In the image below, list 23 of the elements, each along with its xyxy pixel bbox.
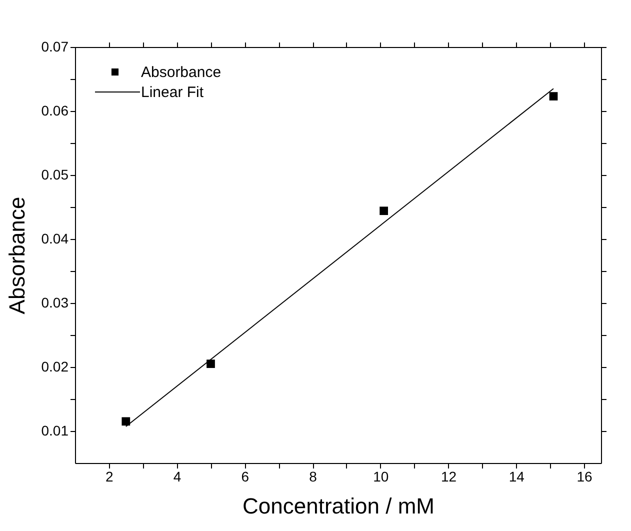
y-tick-label: 0.05	[41, 166, 69, 182]
x-tick-label: 6	[241, 468, 250, 484]
y-axis-title: Absorbance	[4, 196, 30, 314]
x-tick-label: 8	[309, 468, 318, 484]
x-tick-label: 2	[106, 468, 114, 484]
x-axis-title: Concentration / mM	[242, 494, 434, 518]
x-tick-label: 4	[173, 468, 182, 484]
y-tick-label: 0.06	[41, 102, 69, 118]
y-tick-label: 0.04	[41, 230, 69, 246]
point	[549, 92, 558, 100]
x-tick-label: 12	[441, 468, 457, 484]
x-tick-label: 16	[576, 468, 593, 484]
y-tick-label: 0.03	[41, 294, 69, 310]
x-tick-label: 10	[373, 468, 389, 484]
point	[206, 360, 215, 368]
y-tick-label: 0.02	[41, 358, 69, 374]
x-tick-label: 14	[508, 468, 525, 484]
y-tick-label: 0.01	[41, 422, 69, 438]
legend-label: Linear Fit	[141, 84, 204, 101]
point	[380, 206, 388, 216]
legend-label: Absorbance	[141, 64, 222, 81]
y-tick-label: 0.07	[41, 38, 69, 54]
point	[122, 417, 130, 426]
